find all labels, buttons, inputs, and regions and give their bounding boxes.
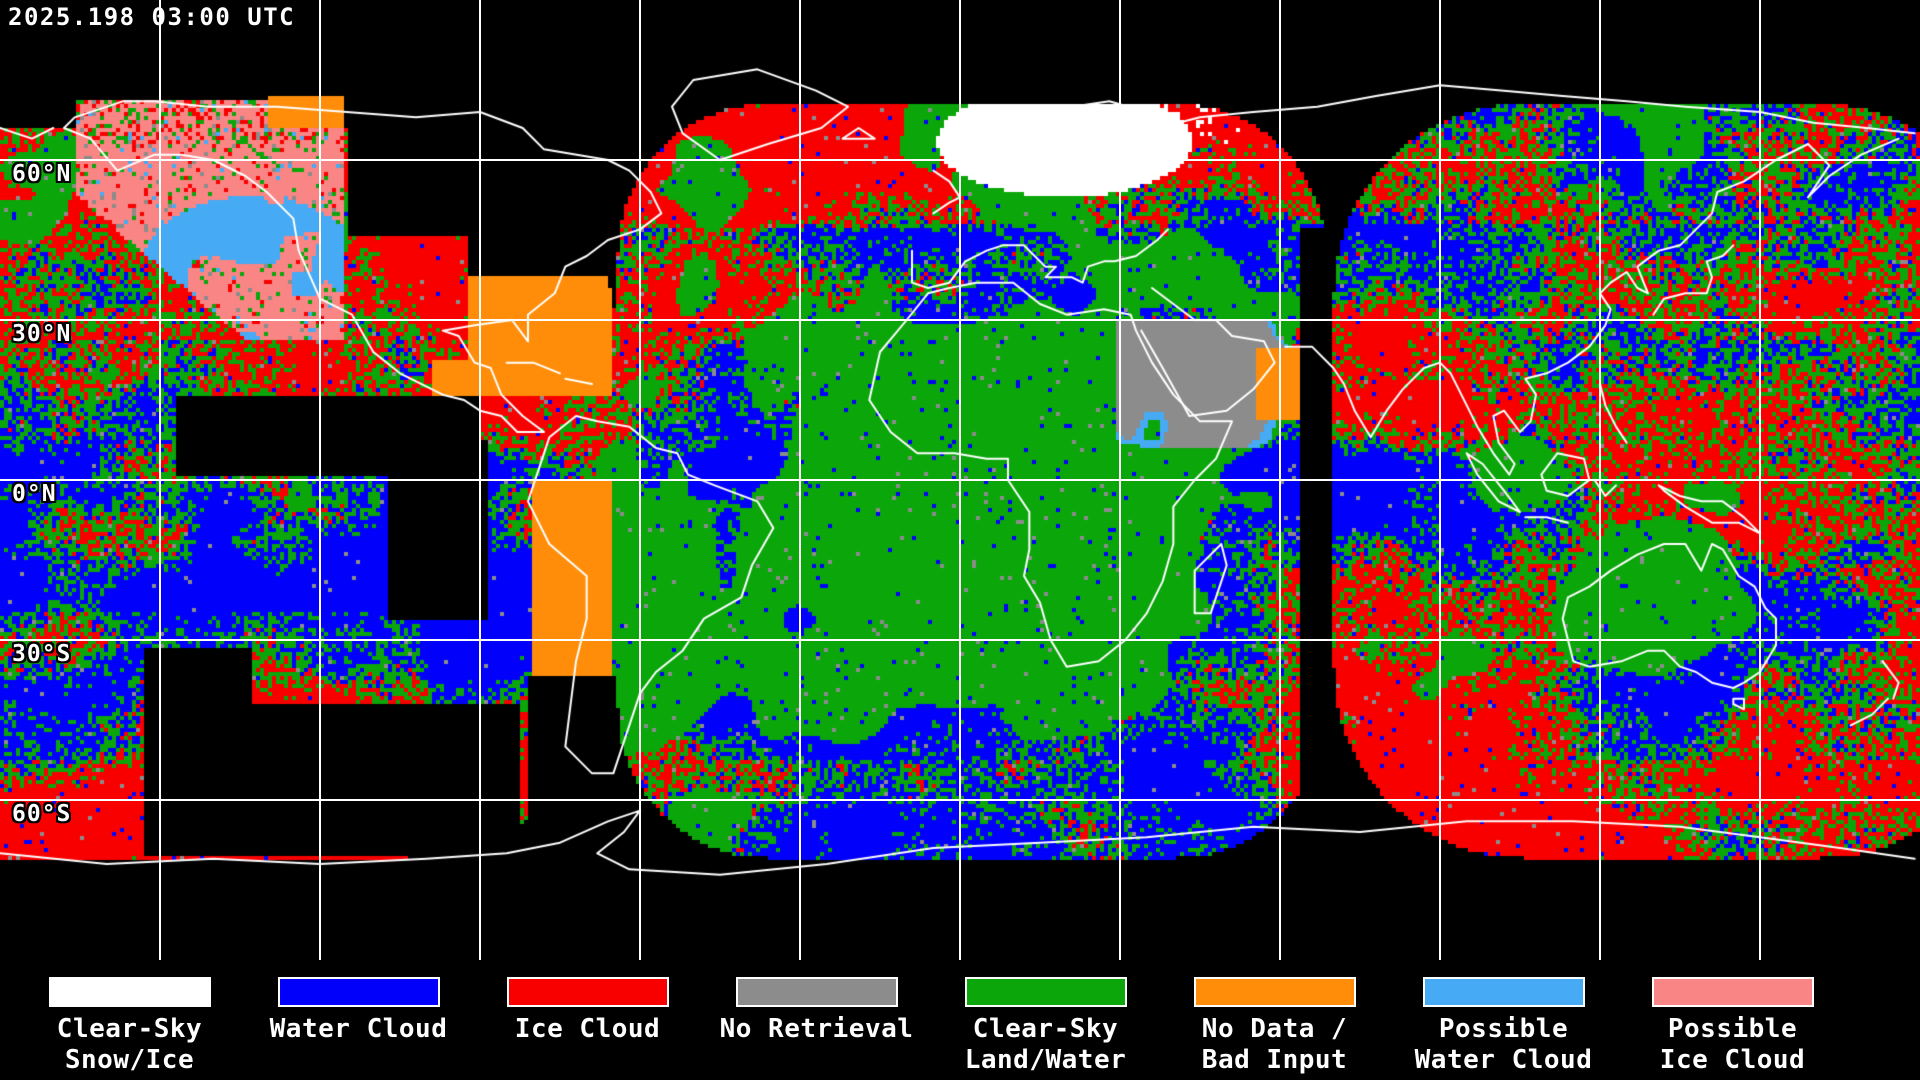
legend-label-line: Possible [1438,1014,1569,1044]
gridline-vertical [1279,0,1281,960]
legend-item-clear-sky-snow-ice: Clear-Sky Snow/Ice [15,960,244,1080]
legend-item-no-data-bad-input: No Data / Bad Input [1160,960,1389,1080]
legend-swatch-no-retrieval [735,977,898,1007]
lat-label-60n: 60°N [12,161,72,187]
legend-swatch-clear-sky-land-water [964,977,1127,1007]
gridline-vertical [799,0,801,960]
gridline-vertical [1119,0,1121,960]
legend-label-line: Ice Cloud [1659,1045,1806,1075]
legend-label: Clear-Sky Snow/Ice [15,1014,244,1076]
lat-label-0n: 0°N [12,481,57,507]
gridline-vertical [479,0,481,960]
legend-item-ice-cloud: Ice Cloud [473,960,702,1080]
legend-swatch-possible-ice-cloud [1651,977,1814,1007]
legend-label-line: No Retrieval [719,1014,914,1044]
gridline-vertical [639,0,641,960]
gridline-vertical [319,0,321,960]
legend-swatch-clear-sky-snow-ice [48,977,211,1007]
gridline-vertical [959,0,961,960]
legend-item-possible-water-cloud: Possible Water Cloud [1389,960,1618,1080]
gridline-vertical [159,0,161,960]
lat-label-30s: 30°S [12,641,72,667]
legend-swatch-no-data-bad-input [1193,977,1356,1007]
legend-label-line: Snow/Ice [64,1045,195,1075]
gridline-vertical [1439,0,1441,960]
legend-label: Clear-Sky Land/Water [931,1014,1160,1076]
timestamp: 2025.198 03:00 UTC [8,3,296,31]
legend-item-no-retrieval: No Retrieval [702,960,931,1080]
gridline-vertical [1759,0,1761,960]
legend-swatch-ice-cloud [506,977,669,1007]
legend-swatch-water-cloud [277,977,440,1007]
legend-label-line: Ice Cloud [514,1014,661,1044]
legend-label: Possible Water Cloud [1389,1014,1618,1076]
legend-item-water-cloud: Water Cloud [244,960,473,1080]
legend-item-possible-ice-cloud: Possible Ice Cloud [1618,960,1847,1080]
lat-label-60s: 60°S [12,801,72,827]
legend-label: No Data / Bad Input [1160,1014,1389,1076]
lat-label-30n: 30°N [12,321,72,347]
legend-swatch-possible-water-cloud [1422,977,1585,1007]
legend-item-clear-sky-land-water: Clear-Sky Land/Water [931,960,1160,1080]
legend-label-line: Clear-Sky [56,1014,203,1044]
legend-label-line: Bad Input [1201,1045,1348,1075]
legend-label: Ice Cloud [473,1014,702,1045]
legend: Clear-Sky Snow/Ice Water Cloud Ice Cloud… [0,960,1920,1080]
legend-label: Water Cloud [244,1014,473,1045]
legend-label-line: Water Cloud [1414,1045,1593,1075]
gridline-vertical [1599,0,1601,960]
legend-label-line: Land/Water [964,1045,1127,1075]
legend-label-line: Water Cloud [269,1014,448,1044]
legend-label: Possible Ice Cloud [1618,1014,1847,1076]
latlon-grid [0,0,1920,960]
legend-label: No Retrieval [702,1014,931,1045]
legend-label-line: Clear-Sky [972,1014,1119,1044]
legend-label-line: Possible [1667,1014,1798,1044]
legend-label-line: No Data / [1201,1014,1348,1044]
